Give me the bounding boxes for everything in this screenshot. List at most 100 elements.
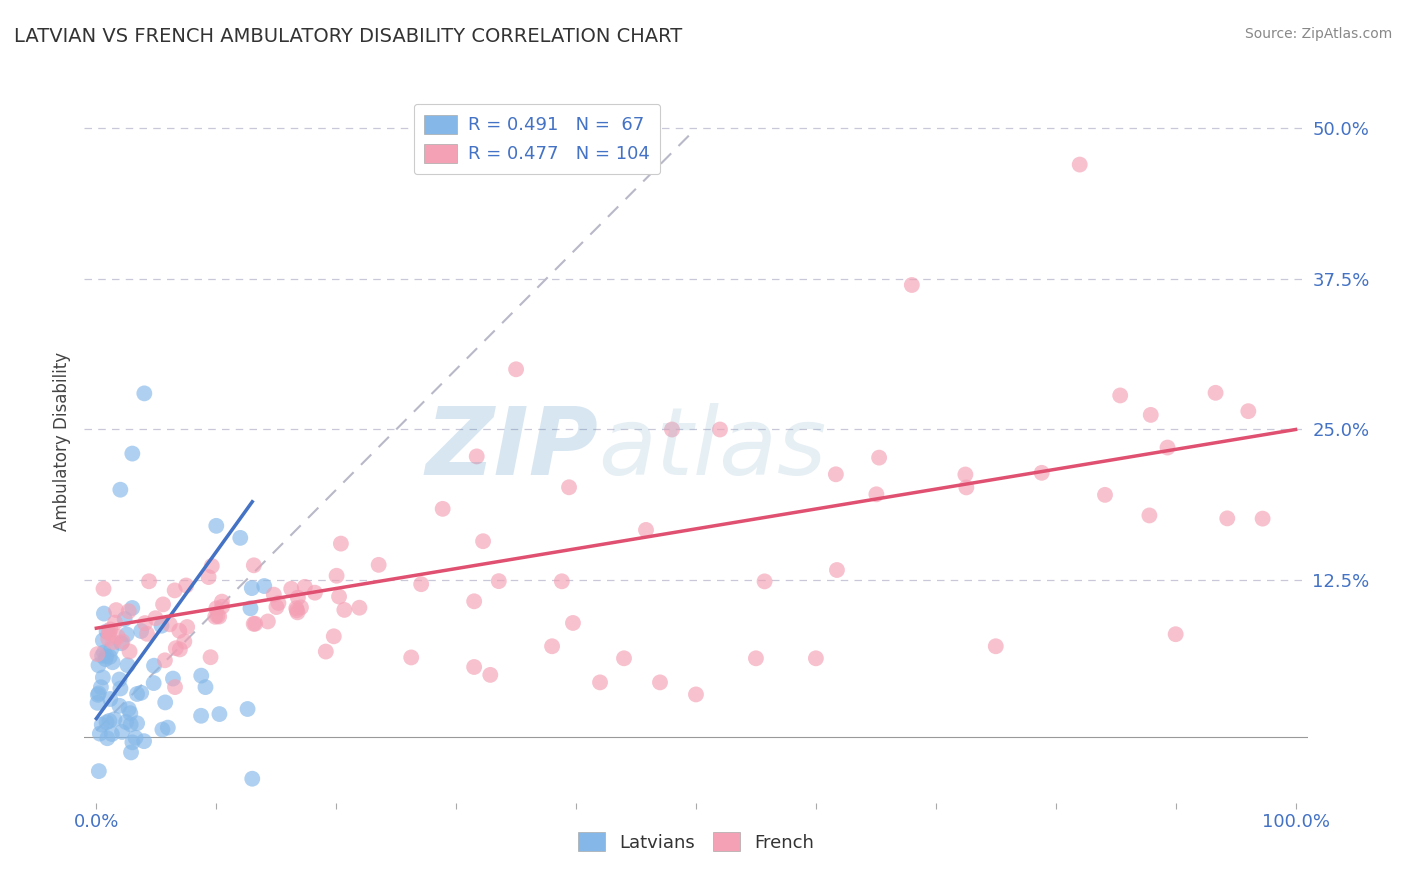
Point [96,624,118,639]
Point [1137,508,1160,523]
Point [121,735,143,749]
Point [115,627,138,641]
Point [304,585,326,599]
Point [155,695,177,709]
Point [97,632,120,646]
Point [505,362,527,376]
Point [142,676,165,690]
Point [263,588,285,602]
Point [200,650,222,665]
Point [87,764,110,778]
Point [103,712,125,726]
Point [169,642,191,657]
Point [1094,488,1116,502]
Point [868,450,890,465]
Point [117,658,139,673]
Point [634,523,657,537]
Point [287,591,309,605]
Point [162,672,184,686]
Point [463,594,485,608]
Point [709,423,731,437]
Point [432,501,454,516]
Point [107,630,129,644]
Point [285,603,308,617]
Point [329,536,352,550]
Point [87,658,110,673]
Point [121,446,143,460]
Point [236,702,259,716]
Point [804,651,827,665]
Point [136,627,159,641]
Point [240,772,263,786]
Point [120,717,142,731]
Point [562,615,585,630]
Point [93,645,115,659]
Point [163,680,186,694]
Point [349,600,371,615]
Point [243,558,266,573]
Point [1109,388,1132,402]
Point [472,534,495,549]
Point [190,708,212,723]
Point [150,618,173,632]
Point [479,668,502,682]
Point [685,687,707,701]
Point [207,608,229,623]
Point [322,629,344,643]
Point [551,574,574,589]
Point [118,604,141,618]
Point [163,583,186,598]
Point [399,650,422,665]
Point [984,639,1007,653]
Point [90,680,112,694]
Point [110,483,132,497]
Point [111,634,134,648]
Point [174,578,197,592]
Point [613,651,636,665]
Point [267,596,290,610]
Point [411,577,433,591]
Point [825,467,848,482]
Point [91,671,114,685]
Point [315,644,337,658]
Point [114,612,136,626]
Point [91,633,114,648]
Point [1031,466,1053,480]
Point [103,635,125,649]
Point [205,518,228,533]
Point [1164,627,1187,641]
Point [1069,158,1091,172]
Point [125,687,148,701]
Point [463,660,485,674]
Point [86,696,108,710]
Point [97,625,120,640]
Point [127,716,149,731]
Point [955,480,977,494]
Point [197,570,219,584]
Point [104,615,127,630]
Point [93,582,115,596]
Point [285,601,308,615]
Point [661,423,683,437]
Text: atlas: atlas [598,403,827,494]
Point [901,277,924,292]
Point [120,706,142,721]
Point [96,715,118,730]
Point [110,636,132,650]
Point [152,598,174,612]
Point [129,624,152,638]
Point [156,721,179,735]
Point [589,675,612,690]
Point [124,731,146,745]
Point [245,616,267,631]
Point [229,531,252,545]
Point [129,686,152,700]
Point [208,609,231,624]
Point [118,702,141,716]
Point [208,707,231,722]
Point [176,620,198,634]
Text: Source: ZipAtlas.com: Source: ZipAtlas.com [1244,27,1392,41]
Point [108,698,131,713]
Point [558,480,581,494]
Point [648,675,671,690]
